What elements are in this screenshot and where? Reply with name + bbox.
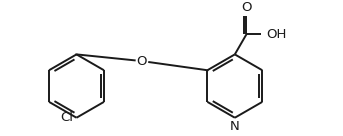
Text: Cl: Cl (60, 111, 73, 124)
Text: N: N (230, 120, 240, 133)
Text: O: O (137, 55, 147, 68)
Text: OH: OH (267, 28, 287, 41)
Text: O: O (241, 1, 252, 14)
